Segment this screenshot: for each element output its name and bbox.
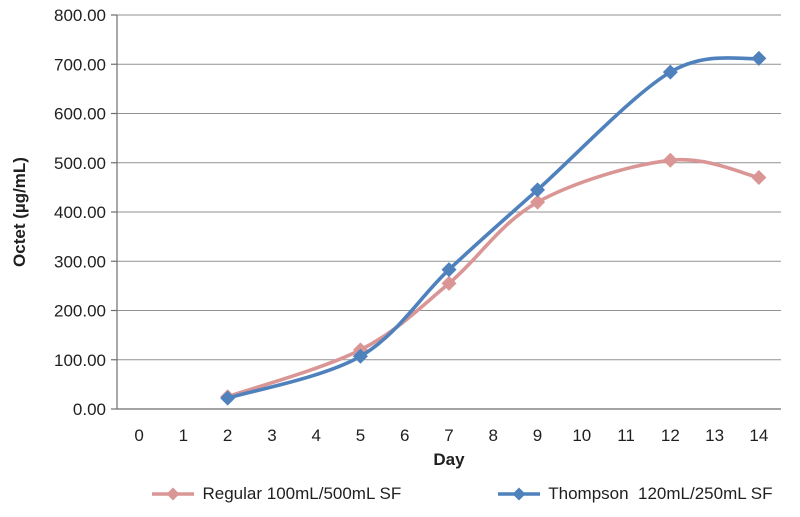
data-point-diamond-icon [441,262,457,278]
data-point-diamond-icon [751,50,767,66]
y-tick-label: 400.00 [54,203,106,222]
y-tick-label: 300.00 [54,252,106,271]
data-point-diamond-icon [530,182,546,198]
x-tick-label: 5 [356,426,365,445]
series-line-1 [225,56,761,400]
legend-label-thompson: Thompson 120mL/250mL SF [548,484,773,503]
x-tick-label: 7 [444,426,453,445]
legend-label-regular: Regular 100mL/500mL SF [202,484,402,503]
y-tick-label: 0.00 [73,400,106,419]
x-tick-label: 8 [489,426,498,445]
regular-series-diamond-icon [151,486,195,502]
y-tick-label: 500.00 [54,154,106,173]
x-tick-label: 4 [311,426,320,445]
data-point-diamond-icon [751,170,767,186]
legend-item-regular: Regular 100mL/500mL SF [151,484,401,504]
data-point-diamond-icon [220,390,236,406]
x-tick-label: 12 [661,426,680,445]
legend-diamond-icon [166,487,180,501]
y-tick-label: 600.00 [54,105,106,124]
x-tick-label: 10 [572,426,591,445]
data-point-diamond-icon [662,152,678,168]
x-tick-label: 13 [705,426,724,445]
y-tick-label: 800.00 [54,6,106,25]
y-tick-label: 100.00 [54,351,106,370]
legend-diamond-icon [512,487,526,501]
x-tick-label: 0 [134,426,143,445]
x-tick-label: 3 [267,426,276,445]
x-axis-title: Day [433,450,465,469]
x-tick-label: 9 [533,426,542,445]
legend-item-thompson: Thompson 120mL/250mL SF [497,484,773,504]
x-tick-label: 14 [749,426,768,445]
data-point-diamond-icon [352,348,368,364]
y-tick-label: 700.00 [54,55,106,74]
y-axis-title: Octet (µg/mL) [10,157,29,267]
y-tick-label: 200.00 [54,302,106,321]
x-tick-label: 1 [179,426,188,445]
legend: Regular 100mL/500mL SF Thompson 120mL/25… [62,484,800,504]
data-point-diamond-icon [441,275,457,291]
thompson-series-diamond-icon [497,486,541,502]
data-point-diamond-icon [530,194,546,210]
series-line-0 [225,157,761,399]
data-point-diamond-icon [662,64,678,80]
plot-area: 0.00 100.00 200.00 300.00 400.00 500.00 600.00… [54,6,781,445]
x-tick-label: 2 [223,426,232,445]
x-tick-label: 11 [617,426,635,445]
x-tick-label: 6 [400,426,409,445]
